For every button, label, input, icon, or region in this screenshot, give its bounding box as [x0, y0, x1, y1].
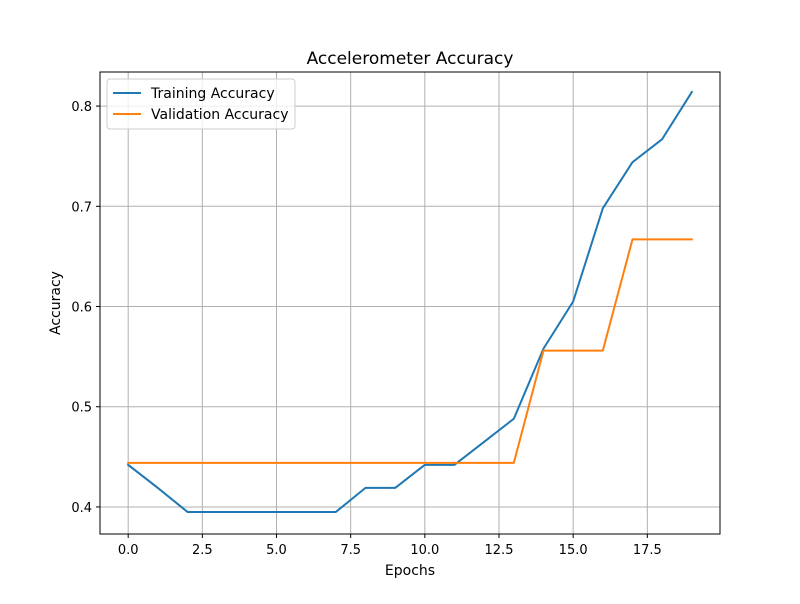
- x-tick-label: 10.0: [410, 543, 439, 558]
- x-tick-label: 17.5: [633, 543, 662, 558]
- legend-item: Training Accuracy: [113, 86, 275, 102]
- legend-label: Training Accuracy: [150, 86, 275, 102]
- x-tick-label: 2.5: [192, 543, 213, 558]
- x-tick-label: 7.5: [340, 543, 361, 558]
- y-tick-label: 0.4: [71, 501, 92, 516]
- legend-item: Validation Accuracy: [113, 107, 289, 123]
- y-tick-label: 0.7: [71, 200, 92, 215]
- x-tick-label: 12.5: [485, 543, 514, 558]
- y-axis-label: Accuracy: [48, 271, 64, 335]
- grid-layer: [100, 72, 720, 534]
- legend: Training Accuracy Validation Accuracy: [106, 78, 296, 130]
- x-tick-label: 15.0: [559, 543, 588, 558]
- x-axis-label: Epochs: [385, 563, 435, 579]
- y-tick-label: 0.6: [71, 301, 92, 316]
- chart-title: Accelerometer Accuracy: [307, 49, 514, 69]
- y-tick-label: 0.5: [71, 401, 92, 416]
- series-0: [126, 90, 694, 513]
- series-line: [127, 238, 693, 464]
- tick-layer: 0.0 2.5 5.0 7.5 10.0 12.5 15.0 17.5 0.4 0.5 0.6 0.7…: [71, 100, 661, 558]
- plot-area-frame: [99, 71, 721, 535]
- series-line: [126, 90, 694, 513]
- legend-box: [106, 78, 296, 130]
- series-1: [127, 238, 693, 464]
- x-tick-label: 0.0: [118, 543, 139, 558]
- y-tick-label: 0.8: [71, 100, 92, 115]
- x-tick-label: 5.0: [266, 543, 287, 558]
- legend-label: Validation Accuracy: [151, 107, 289, 123]
- series-layer: [126, 90, 694, 513]
